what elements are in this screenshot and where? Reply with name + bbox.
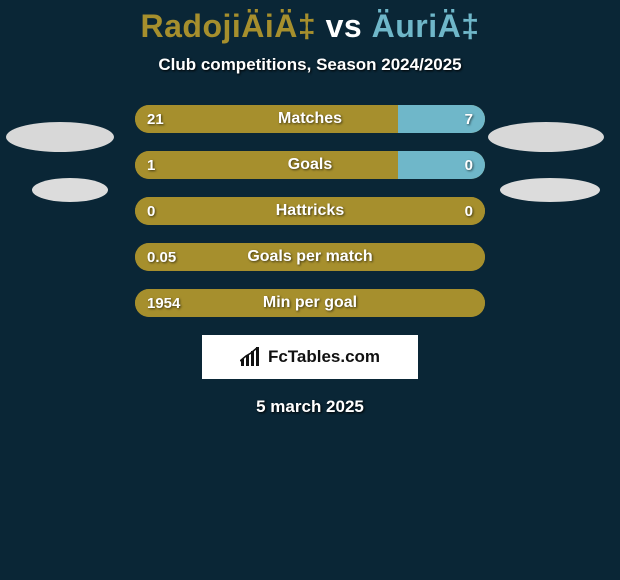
header: RadojiÄiÄ‡ vs ÄuriÄ‡ Club competitions, … <box>0 0 620 75</box>
title-player-left: RadojiÄiÄ‡ <box>141 8 317 44</box>
stat-bars: 217Matches 10Goals 00Hattricks 0.05Goals pe… <box>135 105 485 317</box>
page-title: RadojiÄiÄ‡ vs ÄuriÄ‡ <box>0 8 620 45</box>
ellipse-right-2 <box>500 178 600 202</box>
stat-bar: 00Hattricks <box>135 197 485 225</box>
stat-bar-left-seg <box>135 151 398 179</box>
stat-bar-left-seg <box>135 105 398 133</box>
stat-bar-left-seg <box>135 289 485 317</box>
ellipse-left-1 <box>6 122 114 152</box>
stat-bar: 0.05Goals per match <box>135 243 485 271</box>
stat-bar: 217Matches <box>135 105 485 133</box>
stat-bar: 1954Min per goal <box>135 289 485 317</box>
stat-bar-right-seg <box>398 151 486 179</box>
chart-icon <box>240 347 262 367</box>
brand-text: FcTables.com <box>268 347 380 367</box>
stat-bar-right-seg <box>398 105 486 133</box>
title-vs: vs <box>326 8 363 44</box>
date: 5 march 2025 <box>0 397 620 417</box>
stat-bar-left-seg <box>135 197 485 225</box>
stat-bar: 10Goals <box>135 151 485 179</box>
ellipse-right-1 <box>488 122 604 152</box>
ellipse-left-2 <box>32 178 108 202</box>
title-player-right: ÄuriÄ‡ <box>372 8 480 44</box>
brand-box[interactable]: FcTables.com <box>202 335 418 379</box>
subtitle: Club competitions, Season 2024/2025 <box>0 55 620 75</box>
stat-bar-left-seg <box>135 243 485 271</box>
